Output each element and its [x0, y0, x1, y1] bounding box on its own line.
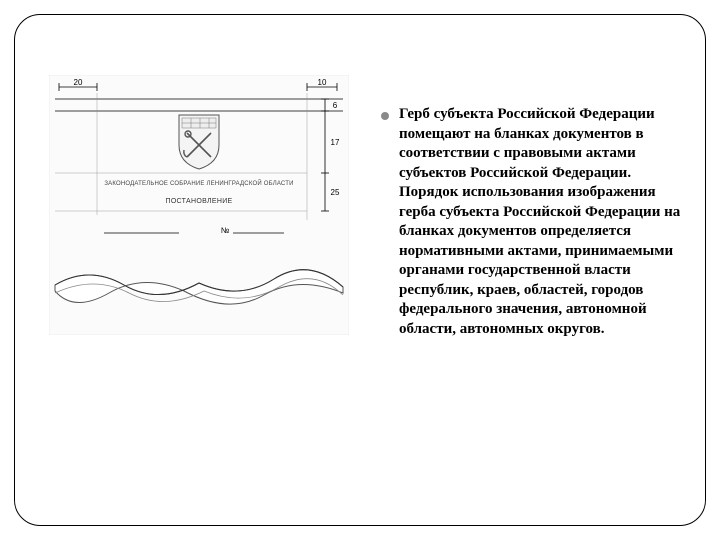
doc-type-text: ПОСТАНОВЛЕНИЕ — [165, 198, 232, 205]
slide-frame: 20 10 — [14, 14, 706, 526]
text-column: Герб субъекта Российской Федерации помещ… — [381, 75, 681, 501]
bullet-text: Герб субъекта Российской Федерации помещ… — [399, 105, 681, 339]
bullet-item: Герб субъекта Российской Федерации помещ… — [381, 105, 681, 339]
coat-of-arms-icon — [179, 115, 219, 169]
form-sample-svg: 20 10 — [49, 75, 349, 335]
dim-side-top: 6 — [333, 101, 338, 110]
dim-left-label: 20 — [74, 78, 83, 87]
dim-right-label: 10 — [318, 78, 327, 87]
dim-side-bot: 25 — [331, 188, 340, 197]
form-sample-column: 20 10 — [39, 75, 359, 501]
org-name-text: ЗАКОНОДАТЕЛЬНОЕ СОБРАНИЕ ЛЕНИНГРАДСКОЙ О… — [104, 179, 293, 187]
dim-side-mid: 17 — [331, 138, 340, 147]
bullet-dot-icon — [381, 112, 389, 120]
content-area: 20 10 — [15, 15, 705, 525]
num-label: № — [221, 226, 230, 235]
form-sample-diagram: 20 10 — [49, 75, 349, 335]
